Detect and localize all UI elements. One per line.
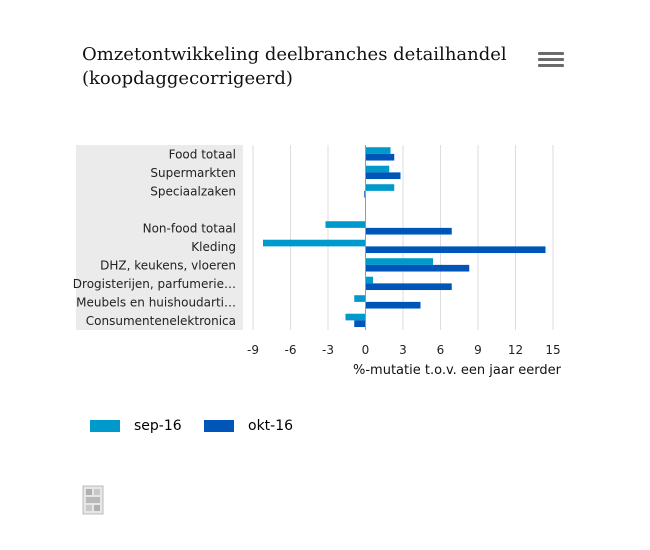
bar-okt-16-9 bbox=[354, 320, 366, 328]
x-tick-label: 0 bbox=[362, 343, 370, 357]
category-label: Drogisterijen, parfumerie… bbox=[73, 277, 236, 291]
legend-item-sep-16[interactable]: sep-16 bbox=[90, 416, 182, 436]
x-axis-label: %-mutatie t.o.v. een jaar eerder bbox=[353, 363, 562, 378]
category-label: Supermarkten bbox=[150, 166, 236, 180]
category-label-band bbox=[76, 145, 243, 330]
bar-sep-16-6 bbox=[365, 258, 433, 265]
category-label: Kleding bbox=[191, 240, 236, 254]
bar-okt-16-4 bbox=[365, 227, 452, 235]
bar-sep-16-0 bbox=[365, 147, 391, 154]
category-label: Non-food totaal bbox=[143, 221, 236, 235]
x-tick-label: 3 bbox=[399, 343, 407, 357]
legend-swatch-okt-16 bbox=[204, 420, 234, 432]
x-tick-label: 6 bbox=[437, 343, 445, 357]
x-tick-label: 12 bbox=[508, 343, 523, 357]
hamburger-menu-icon[interactable] bbox=[538, 52, 564, 72]
x-tick-label: -6 bbox=[285, 343, 297, 357]
x-tick-label: -9 bbox=[247, 343, 259, 357]
bar-okt-16-5 bbox=[365, 246, 546, 254]
bar-sep-16-5 bbox=[263, 239, 366, 247]
category-label: Meubels en huishoudarti… bbox=[76, 295, 236, 309]
bar-sep-16-4 bbox=[325, 221, 366, 228]
category-label: Speciaalzaken bbox=[150, 184, 236, 198]
bar-okt-16-0 bbox=[365, 153, 395, 161]
category-label: Consumentenelektronica bbox=[86, 314, 236, 328]
legend-item-okt-16[interactable]: okt-16 bbox=[204, 416, 293, 436]
chart-title-line-2: (koopdaggecorrigeerd) bbox=[82, 68, 293, 89]
x-tick-label: -3 bbox=[322, 343, 334, 357]
x-tick-label: 15 bbox=[545, 343, 560, 357]
bar-okt-16-6 bbox=[365, 264, 470, 272]
bar-okt-16-7 bbox=[365, 283, 452, 291]
legend-label-okt-16: okt-16 bbox=[248, 418, 294, 434]
bar-sep-16-7 bbox=[365, 276, 373, 284]
bar-sep-16-8 bbox=[354, 295, 366, 302]
bar-sep-16-1 bbox=[365, 165, 390, 173]
bar-okt-16-2 bbox=[364, 190, 366, 198]
bar-okt-16-8 bbox=[365, 301, 421, 309]
legend-label-sep-16: sep-16 bbox=[134, 418, 182, 434]
x-tick-label: 9 bbox=[474, 343, 482, 357]
bar-okt-16-1 bbox=[365, 172, 401, 180]
bar-sep-16-9 bbox=[345, 313, 366, 321]
chart-title: Omzetontwikkeling deelbranches detailhan… bbox=[82, 43, 522, 91]
category-label: Food totaal bbox=[169, 147, 236, 161]
chart-title-line-1: Omzetontwikkeling deelbranches detailhan… bbox=[82, 44, 507, 65]
cbs-logo-icon bbox=[82, 485, 104, 515]
legend-swatch-sep-16 bbox=[90, 420, 120, 432]
bar-sep-16-2 bbox=[365, 184, 395, 191]
category-label: DHZ, keukens, vloeren bbox=[100, 258, 236, 272]
